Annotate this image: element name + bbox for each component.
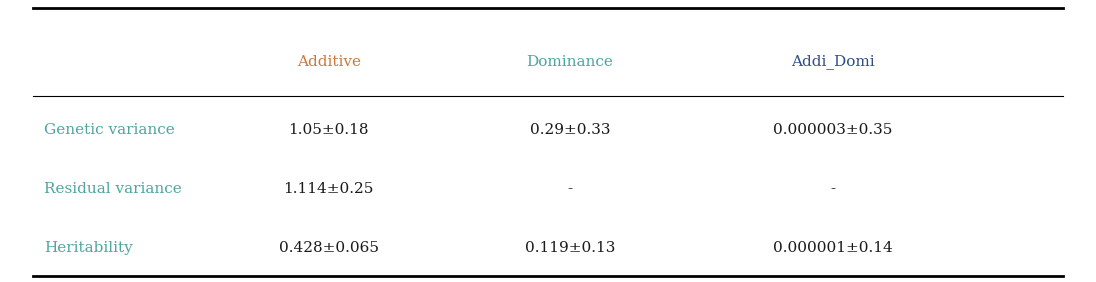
Text: 0.428±0.065: 0.428±0.065 [278, 241, 379, 255]
Text: Additive: Additive [297, 55, 361, 69]
Text: Heritability: Heritability [44, 241, 133, 255]
Text: -: - [831, 182, 835, 196]
Text: 0.119±0.13: 0.119±0.13 [525, 241, 615, 255]
Text: 0.000001±0.14: 0.000001±0.14 [773, 241, 893, 255]
Text: 1.114±0.25: 1.114±0.25 [284, 182, 374, 196]
Text: Residual variance: Residual variance [44, 182, 182, 196]
Text: Addi_Domi: Addi_Domi [791, 55, 875, 69]
Text: 0.000003±0.35: 0.000003±0.35 [774, 123, 892, 137]
Text: Dominance: Dominance [526, 55, 614, 69]
Text: Genetic variance: Genetic variance [44, 123, 174, 137]
Text: 0.29±0.33: 0.29±0.33 [529, 123, 610, 137]
Text: -: - [568, 182, 572, 196]
Text: 1.05±0.18: 1.05±0.18 [288, 123, 369, 137]
